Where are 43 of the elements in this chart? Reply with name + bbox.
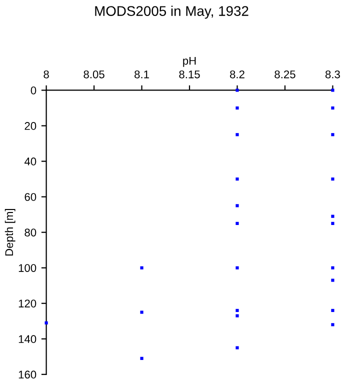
- point: [44, 321, 48, 324]
- point: [140, 266, 144, 270]
- y-tick-label: 20: [24, 122, 36, 130]
- x-tick-label: 8: [44, 70, 49, 78]
- x-tick-label: 8.15: [179, 70, 200, 78]
- point: [331, 278, 334, 282]
- point: [331, 222, 334, 225]
- y-tick-label: 100: [18, 264, 36, 272]
- point: [236, 133, 239, 136]
- point: [331, 266, 334, 270]
- point: [140, 356, 144, 360]
- point: [236, 177, 239, 181]
- x-tick-label: 8.2: [230, 70, 244, 78]
- point: [236, 308, 239, 312]
- x-tick-label: 8.1: [134, 70, 149, 78]
- y-tick-label: 160: [18, 370, 36, 379]
- y-tick-label: 40: [24, 158, 36, 166]
- x-tick-label: 8.3: [325, 70, 340, 78]
- x-axis-title: pH: [183, 56, 196, 67]
- y-tick-label: 140: [18, 335, 36, 344]
- point: [236, 266, 239, 270]
- y-tick-label: 120: [18, 300, 36, 308]
- y-axis-title: Depth [m]: [4, 209, 16, 256]
- point: [331, 323, 334, 326]
- point: [331, 88, 334, 92]
- point: [236, 106, 239, 110]
- y-tick-label: 80: [24, 228, 36, 236]
- y-tick-label: 60: [24, 193, 36, 201]
- point: [236, 204, 239, 208]
- point: [331, 214, 334, 218]
- point: [236, 346, 239, 350]
- point: [236, 88, 239, 92]
- point: [331, 308, 334, 312]
- y-tick-label: 0: [30, 86, 36, 94]
- point: [140, 310, 144, 314]
- x-tick-label: 8.05: [84, 70, 104, 78]
- chart-title: MODS2005 in May, 1932: [95, 6, 248, 19]
- point: [331, 106, 334, 110]
- x-tick-label: 8.25: [274, 70, 296, 78]
- point: [331, 177, 334, 181]
- point: [331, 133, 334, 136]
- point: [236, 222, 239, 225]
- point: [236, 314, 239, 318]
